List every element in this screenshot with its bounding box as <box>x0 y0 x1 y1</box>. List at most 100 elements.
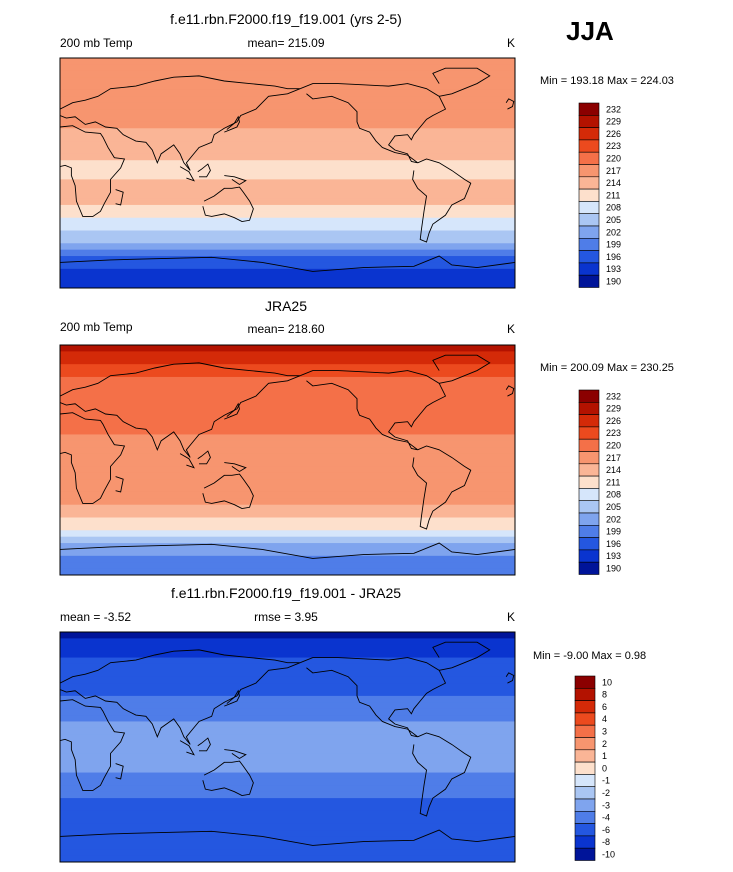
contour-band <box>60 421 515 429</box>
colorbar-box <box>578 250 600 264</box>
coastline <box>60 829 515 846</box>
contour-band <box>60 256 515 264</box>
coastline <box>505 672 515 684</box>
map-frame <box>59 631 516 863</box>
colorbar-box <box>578 176 600 190</box>
coastline <box>432 641 491 671</box>
coastline <box>224 402 240 420</box>
colorbar-box <box>574 847 596 861</box>
contour-band <box>60 530 515 538</box>
colorbar-box <box>574 712 596 726</box>
coastline <box>115 763 124 780</box>
colorbar-tick-label: 232 <box>606 391 621 401</box>
colorbar-tick-label: 211 <box>606 190 620 200</box>
coastline <box>115 189 124 206</box>
contour-band <box>60 415 515 423</box>
coastline <box>179 453 195 469</box>
colorbar-box <box>574 700 596 714</box>
colorbar-tick-label: 229 <box>606 404 621 414</box>
contour-band <box>60 141 515 149</box>
contour-band <box>60 77 515 85</box>
contour-band <box>60 185 515 193</box>
contour-band <box>60 511 515 519</box>
colorbar-box <box>578 561 600 575</box>
colorbar-tick-label: 193 <box>606 551 621 561</box>
panel-2-map <box>59 344 516 576</box>
contour-band <box>60 798 515 806</box>
colorbar-tick-label: 4 <box>602 714 607 724</box>
contour-band <box>60 543 515 551</box>
coastline <box>224 749 247 760</box>
coastline <box>179 740 195 756</box>
colorbar-tick-label: 226 <box>606 129 621 139</box>
contour-band <box>60 657 515 665</box>
contour-band <box>60 262 515 270</box>
map-frame <box>59 57 516 289</box>
contour-band <box>60 644 515 652</box>
colorbar-box <box>578 102 600 116</box>
contour-band <box>60 683 515 691</box>
colorbar-box <box>578 213 600 227</box>
panel-2-title: JRA25 <box>265 298 307 314</box>
colorbar-tick-label: -10 <box>602 850 615 860</box>
colorbar-tick-label: 226 <box>606 416 621 426</box>
colorbar-tick-label: 196 <box>606 539 621 549</box>
contour-band <box>60 727 515 735</box>
contour-band <box>60 351 515 359</box>
colorbar-tick-label: 196 <box>606 252 621 262</box>
coastline <box>197 737 211 752</box>
panel-3-map <box>59 631 516 863</box>
contour-band <box>60 517 515 525</box>
contour-band <box>60 836 515 844</box>
contour-band <box>60 364 515 372</box>
contour-band <box>60 370 515 378</box>
panel-1-map <box>59 57 516 289</box>
colorbar-box <box>578 438 600 452</box>
coastline <box>224 462 247 473</box>
contour-band <box>60 708 515 716</box>
colorbar-tick-label: 211 <box>606 477 620 487</box>
contour-band <box>60 651 515 659</box>
contour-band <box>60 721 515 729</box>
contour-band <box>60 179 515 187</box>
contour-band <box>60 638 515 646</box>
colorbar-tick-label: 223 <box>606 141 621 151</box>
colorbar-box <box>578 201 600 214</box>
coastline <box>412 732 472 817</box>
colorbar-tick-label: 2 <box>602 739 607 749</box>
contour-band <box>60 109 515 117</box>
colorbar-tick-label: 190 <box>606 277 621 287</box>
contour-band <box>60 695 515 703</box>
panel-1-units-label: K <box>507 36 515 50</box>
colorbar-box <box>578 488 600 501</box>
coastline <box>224 689 240 707</box>
contour-band <box>60 772 515 780</box>
contour-band <box>60 383 515 391</box>
panel-1-colorbar: 232 229 226 223 220 217 214 211 208 205 202 199 196 1… <box>578 102 621 288</box>
colorbar-box <box>578 115 600 128</box>
colorbar-box <box>578 262 600 276</box>
coastline <box>505 98 515 110</box>
colorbar-tick-label: -2 <box>602 788 610 798</box>
contour-band <box>60 281 515 288</box>
contour-band <box>60 670 515 678</box>
colorbar-box <box>578 512 600 526</box>
colorbar-tick-label: 6 <box>602 702 607 712</box>
colorbar-tick-label: 8 <box>602 690 607 700</box>
contour-band <box>60 166 515 174</box>
contour-band <box>60 702 515 710</box>
season-label: JJA <box>566 16 614 46</box>
contour-band <box>60 402 515 410</box>
panel-2-mean-label: mean= 218.60 <box>247 322 324 336</box>
coastline <box>179 166 195 182</box>
colorbar-box <box>578 127 600 141</box>
colorbar-box <box>578 537 600 551</box>
coastline <box>115 476 124 493</box>
contour-band <box>60 479 515 487</box>
colorbar-box <box>574 786 596 800</box>
contour-band <box>60 632 515 639</box>
coastline <box>60 255 515 272</box>
colorbar-tick-label: 0 <box>602 763 607 773</box>
colorbar-tick-label: 217 <box>606 453 621 463</box>
panel-1-title: f.e11.rbn.F2000.f19_f19.001 (yrs 2-5) <box>170 11 402 27</box>
